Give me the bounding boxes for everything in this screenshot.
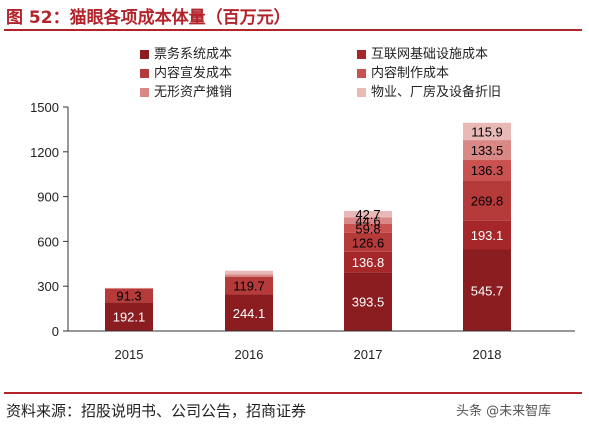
data-label-2017-6: 42.7 (355, 207, 380, 222)
watermark: 头条 @未来智库 (456, 404, 552, 419)
data-label-2017-4: 59.8 (355, 221, 380, 236)
legend-swatch-4 (357, 69, 366, 78)
legend-label-2: 互联网基础设施成本 (371, 47, 488, 62)
bar-segment-2015-1 (105, 302, 153, 331)
x-axis: 2015 2016 2017 2018 (68, 330, 575, 362)
legend-label-1: 票务系统成本 (154, 46, 232, 62)
bar-segment-2016-6 (225, 270, 273, 275)
y-tick-label: 900 (37, 190, 59, 205)
bar-segment-2016-3 (225, 276, 273, 295)
bar-segment-2018-2 (463, 220, 511, 250)
data-label-2017-1: 393.5 (352, 295, 385, 310)
bar-area: 192.1 91.3 244.1 119.7 393.5 136.8 126.659.844… (105, 122, 511, 331)
legend-swatch-5 (140, 88, 149, 97)
data-label-2016-3: 119.7 (233, 279, 265, 294)
bar-segment-2015-3 (105, 288, 153, 303)
y-tick-label: 300 (37, 279, 59, 294)
legend-label-3: 内容宣发成本 (154, 65, 232, 81)
data-label-2016-1: 244.1 (233, 306, 266, 321)
bar-segment-2018-4 (463, 160, 511, 181)
source-note: 资料来源：招股说明书、公司公告，招商证券 (6, 402, 307, 420)
x-tick-label-2018: 2018 (473, 347, 502, 362)
legend-swatch-6 (357, 88, 366, 97)
y-axis: 0 300 600 900 1200 1500 (30, 100, 69, 339)
bar-segment-2017-3 (344, 232, 392, 252)
bar-segment-2017-4 (344, 223, 392, 233)
y-tick-label: 1500 (30, 100, 59, 115)
data-label-2018-1: 545.7 (471, 283, 504, 298)
data-label-2018-6: 115.9 (471, 124, 503, 139)
bar-segment-2018-5 (463, 140, 511, 161)
data-label-2017-2: 136.8 (352, 255, 385, 270)
x-tick-label-2015: 2015 (115, 347, 144, 362)
data-label-2017-5: 44.6 (355, 214, 380, 229)
data-label-2018-2: 193.1 (471, 228, 504, 243)
bar-segment-2016-5 (225, 274, 273, 277)
legend-label-6: 物业、厂房及设备折旧 (371, 84, 501, 100)
x-tick-label-2017: 2017 (354, 347, 383, 362)
bar-segment-2018-3 (463, 180, 511, 221)
data-label-2017-3: 126.6 (352, 235, 385, 250)
y-tick-label: 1200 (30, 145, 59, 160)
bar-segment-2018-6 (463, 122, 511, 141)
y-tick-label: 0 (52, 324, 59, 339)
bar-segment-2017-6 (344, 210, 392, 218)
data-label-2015-3: 91.3 (116, 288, 141, 303)
bar-segment-2015-5 (105, 287, 153, 289)
bar-segment-2016-1 (225, 294, 273, 331)
x-tick-label-2016: 2016 (235, 347, 264, 362)
legend-label-5: 无形资产摊销 (154, 85, 232, 100)
footer-divider (4, 392, 582, 394)
figure-title: 图 52：猫眼各项成本体量（百万元） (6, 8, 291, 28)
bar-segment-2017-5 (344, 217, 392, 224)
legend-label-4: 内容制作成本 (371, 65, 449, 81)
legend-swatch-3 (140, 69, 149, 78)
title-divider (4, 29, 582, 31)
y-tick-label: 600 (37, 234, 59, 249)
legend-swatch-1 (140, 50, 149, 59)
data-label-2018-4: 136.3 (471, 163, 504, 178)
bar-segment-2018-1 (463, 249, 511, 331)
legend-swatch-2 (357, 50, 366, 59)
bar-segment-2017-1 (344, 272, 392, 331)
data-label-2018-3: 269.8 (471, 194, 504, 209)
data-label-2015-1: 192.1 (113, 310, 146, 325)
bar-segment-2017-2 (344, 251, 392, 273)
data-label-2018-5: 133.5 (471, 143, 504, 158)
